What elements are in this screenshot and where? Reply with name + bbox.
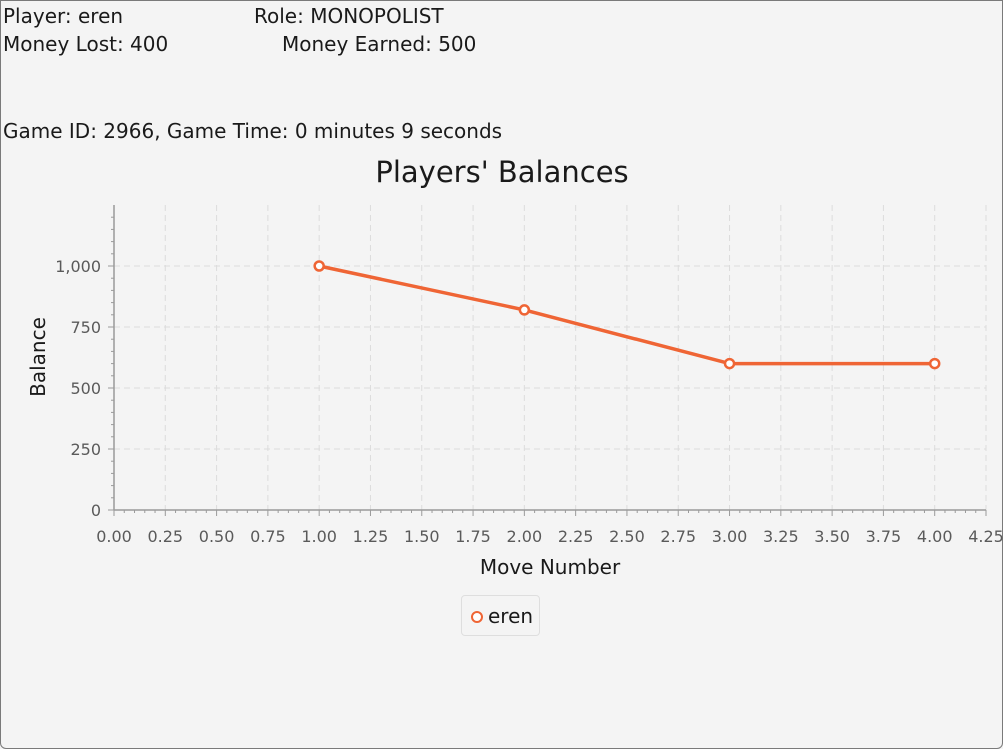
x-tick-label: 4.25 xyxy=(968,527,1003,546)
x-tick-label: 0.50 xyxy=(199,527,235,546)
x-tick-label: 0.00 xyxy=(96,527,132,546)
y-tick-label: 750 xyxy=(70,318,101,337)
x-axis-label: Move Number xyxy=(480,555,621,579)
legend-symbol-icon xyxy=(471,611,483,623)
x-tick-label: 1.25 xyxy=(353,527,389,546)
y-tick-label: 0 xyxy=(91,501,101,520)
x-axis-ticks: 0.00 0.25 0.50 0.75 1.00 1.25 1.50 1.75 2.00 2.25… xyxy=(96,510,1003,546)
x-tick-label: 3.25 xyxy=(763,527,799,546)
chart-series xyxy=(313,260,941,370)
y-axis-ticks: 0 250 500 750 1,000 xyxy=(55,216,114,520)
x-tick-label: 4.00 xyxy=(917,527,953,546)
chart-legend: eren xyxy=(461,595,540,636)
y-axis-label: Balance xyxy=(26,317,50,397)
x-tick-label: 1.50 xyxy=(404,527,440,546)
x-tick-label: 0.75 xyxy=(250,527,286,546)
x-tick-label: 1.75 xyxy=(455,527,491,546)
x-tick-label: 1.00 xyxy=(301,527,337,546)
game-info-label: Game ID: 2966, Game Time: 0 minutes 9 se… xyxy=(3,119,503,143)
y-tick-label: 500 xyxy=(70,379,101,398)
chart-axes xyxy=(113,205,986,511)
chart-grid xyxy=(114,205,987,510)
data-point xyxy=(313,260,325,272)
x-tick-label: 3.75 xyxy=(866,527,902,546)
legend-label: eren xyxy=(488,604,534,628)
player-label: Player: eren xyxy=(3,4,124,28)
data-point xyxy=(518,304,531,316)
x-tick-label: 2.25 xyxy=(558,527,594,546)
x-tick-label: 3.50 xyxy=(814,527,850,546)
data-point xyxy=(928,357,941,370)
money-lost-label: Money Lost: 400 xyxy=(3,32,169,56)
chart-title: Players' Balances xyxy=(375,155,628,189)
x-tick-label: 2.00 xyxy=(507,527,543,546)
y-tick-label: 250 xyxy=(70,440,101,459)
data-point xyxy=(723,357,736,370)
x-tick-label: 2.75 xyxy=(660,527,696,546)
y-tick-label: 1,000 xyxy=(55,257,101,276)
money-earned-label: Money Earned: 500 xyxy=(282,32,477,56)
x-tick-label: 3.00 xyxy=(712,527,748,546)
role-label: Role: MONOPOLIST xyxy=(254,4,444,28)
x-tick-label: 2.50 xyxy=(609,527,645,546)
series-line xyxy=(318,264,935,366)
x-tick-label: 0.25 xyxy=(147,527,183,546)
